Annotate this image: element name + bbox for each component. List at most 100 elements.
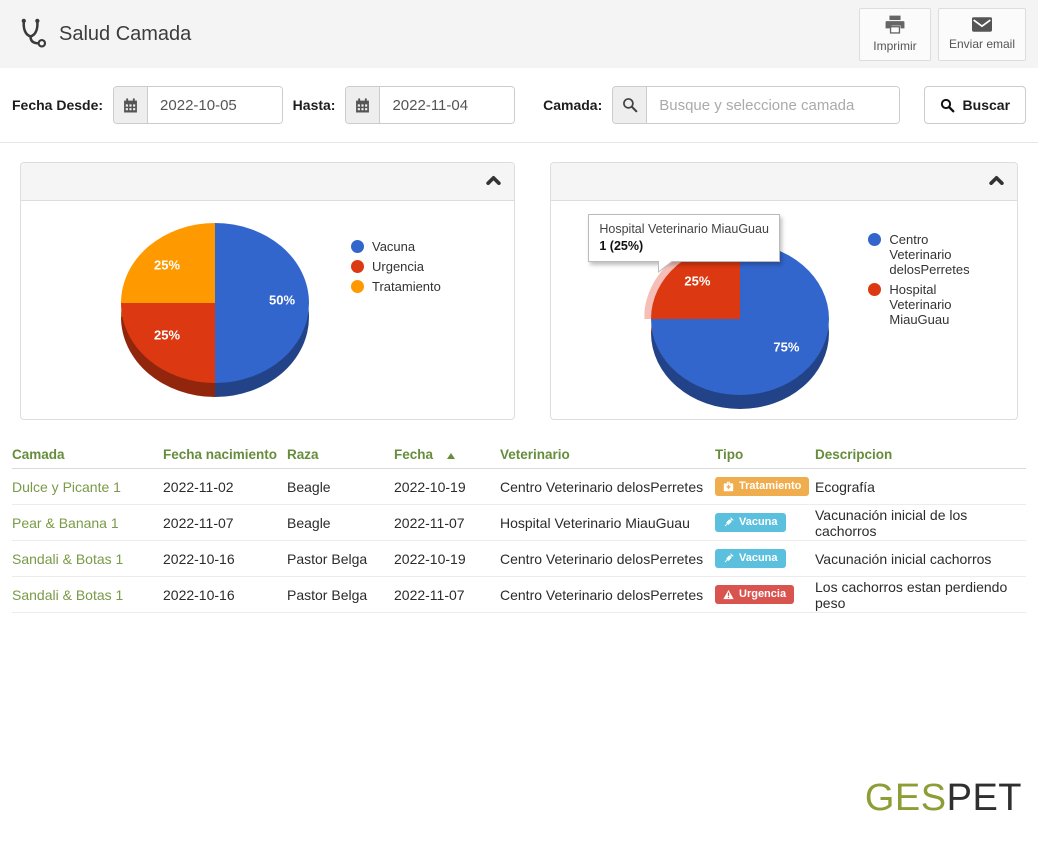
tipo-badge-label: Vacuna [739,516,778,528]
hasta-label: Hasta: [292,97,336,113]
brand: Salud Camada [16,17,191,52]
chevron-up-icon[interactable] [486,175,502,186]
syringe-icon [724,553,734,563]
cell-fecha: 2022-10-19 [394,550,466,567]
camada-link[interactable]: Sandali & Botas 1 [12,586,124,603]
search-icon [613,87,648,123]
legend-color-dot [351,260,364,273]
camada-search-input[interactable] [647,87,899,123]
warning-icon [723,589,734,600]
search-icon [940,98,955,113]
chart-legend: Vacuna Urgencia Tratamiento [351,239,441,299]
chart-legend: Centro Veterinario delosPerretes Hospita… [868,232,991,332]
column-header-raza[interactable]: Raza [287,446,319,462]
legend-label: Centro Veterinario delosPerretes [889,232,970,277]
tooltip-series: Hospital Veterinario MiauGuau [599,222,769,236]
logo-pet: PET [946,777,1022,819]
cell-veterinario: Centro Veterinario delosPerretes [500,550,704,567]
first-aid-kit-icon [723,481,734,492]
slice-label: 75% [773,339,800,355]
printer-icon [885,15,905,34]
cell-veterinario: Centro Veterinario delosPerretes [500,478,704,495]
email-label: Enviar email [948,37,1015,51]
cell-fecha-nacimiento: 2022-11-02 [163,478,234,495]
tipo-badge: Vacuna [715,549,786,568]
tipo-badge: Urgencia [715,585,795,604]
panel-body: 50% 25% 25% Vacuna Urgencia Tratamiento [21,201,514,419]
tipo-badge: Vacuna [715,513,786,532]
hasta-group [345,86,516,124]
table-row: Sandali & Botas 1 2022-10-16 Pastor Belg… [12,577,1026,613]
page-title: Salud Camada [59,22,192,45]
legend-item: Centro Veterinario delosPerretes [868,232,991,277]
cell-tipo: Urgencia [715,585,815,604]
fecha-desde-group [113,86,283,124]
envelope-icon [971,17,992,32]
cell-fecha-nacimiento: 2022-10-16 [163,586,235,603]
cell-tipo: Vacuna [715,549,815,568]
cell-tipo: Vacuna [715,513,815,532]
cell-fecha: 2022-10-19 [394,478,466,495]
camada-link[interactable]: Sandali & Botas 1 [12,550,124,567]
pie-slices[interactable] [121,223,309,383]
legend-item: Urgencia [351,259,441,274]
sort-asc-icon [446,452,455,459]
chevron-up-icon[interactable] [989,175,1004,186]
column-label: Fecha [394,446,434,462]
legend-label: Hospital Veterinario MiauGuau [889,282,952,327]
calendar-icon[interactable] [346,87,381,123]
legend-color-dot [351,240,364,253]
table-row: Pear & Banana 1 2022-11-07 Beagle 2022-1… [12,505,1026,541]
chart-panels: 50% 25% 25% Vacuna Urgencia Tratamiento [0,143,1038,420]
cell-descripcion: Ecografía [815,478,875,495]
fecha-desde-input[interactable] [148,87,282,123]
column-header-veterinario[interactable]: Veterinario [500,446,570,462]
cell-fecha: 2022-11-07 [394,514,465,531]
print-button[interactable]: Imprimir [858,7,931,61]
top-actions: Imprimir Enviar email [858,7,1026,61]
legend-label: Vacuna [372,239,416,254]
results-table: Camada Fecha nacimiento Raza Fecha Veter… [12,440,1026,613]
table-header-row: Camada Fecha nacimiento Raza Fecha Veter… [12,440,1026,469]
chart-tooltip: Hospital Veterinario MiauGuau 1 (25%) [588,214,780,273]
buscar-button[interactable]: Buscar [923,86,1027,124]
cell-fecha-nacimiento: 2022-10-16 [163,550,235,567]
table-row: Dulce y Picante 1 2022-11-02 Beagle 2022… [12,469,1026,505]
send-email-button[interactable]: Enviar email [937,7,1026,61]
table-body: Dulce y Picante 1 2022-11-02 Beagle 2022… [12,469,1026,613]
camada-link[interactable]: Pear & Banana 1 [12,514,119,531]
print-label: Imprimir [873,39,917,53]
chart-panel-veterinario: 75% 25% Hospital Veterinario MiauGuau 1 … [550,162,1018,420]
cell-veterinario: Hospital Veterinario MiauGuau [500,514,690,531]
tipo-badge-label: Tratamiento [739,480,802,492]
cell-descripcion: Vacunación inicial de los cachorros [815,506,968,539]
syringe-icon [724,517,734,527]
column-header-fecha-nacimiento[interactable]: Fecha nacimiento [163,446,278,462]
tipo-badge-label: Vacuna [739,552,778,564]
calendar-icon[interactable] [114,87,149,123]
tipo-badge-label: Urgencia [739,588,787,600]
cell-descripcion: Vacunación inicial cachorros [815,550,992,567]
cell-descripcion: Los cachorros estan perdiendo peso [815,578,1008,611]
camada-label: Camada: [543,97,603,113]
pie-slices[interactable] [651,243,830,395]
legend-label: Urgencia [372,259,425,274]
gespet-logo: GESPET [865,777,1022,820]
chart-panel-tipo: 50% 25% 25% Vacuna Urgencia Tratamiento [20,162,516,420]
buscar-label: Buscar [962,97,1011,113]
legend-color-dot [351,280,364,293]
slice-label: 25% [153,257,181,273]
column-header-camada[interactable]: Camada [12,446,65,462]
camada-group [612,86,900,124]
camada-link[interactable]: Dulce y Picante 1 [12,478,121,495]
legend-item: Vacuna [351,239,441,254]
column-header-fecha[interactable]: Fecha [394,447,500,462]
app-header: Salud Camada Imprimir [0,0,1038,68]
hasta-input[interactable] [380,87,515,123]
legend-color-dot [868,283,882,296]
fecha-desde-label: Fecha Desde: [12,97,104,113]
column-header-descripcion[interactable]: Descripcion [815,446,893,462]
stethoscope-icon [16,17,49,52]
column-header-tipo[interactable]: Tipo [715,446,744,462]
